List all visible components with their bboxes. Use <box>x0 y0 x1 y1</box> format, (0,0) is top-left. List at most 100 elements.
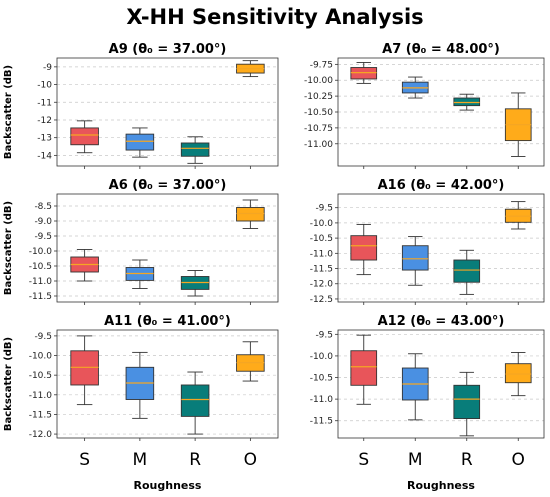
y-tick-label: -11.5 <box>310 265 333 275</box>
box-body <box>453 259 481 283</box>
panel-a6: A6 (θ₀ = 37.00°) -11.5 -11.0 -10.5 -10.0 -9.5… <box>3 178 279 305</box>
plot-frame <box>337 193 545 303</box>
y-tick-label: -10.5 <box>29 371 52 381</box>
panel-a16: A16 (θ₀ = 42.00°) -12.5 -12.0 -11.5 -11.0 -10… <box>310 178 545 305</box>
box-body <box>350 235 378 261</box>
y-tick-label: -9.5 <box>315 204 333 214</box>
chart-panels: A9 (θ₀ = 37.00°) -14 -13 -12 -11 -10 -9 Backsca… <box>3 42 545 492</box>
y-tick-label: -11.0 <box>310 249 334 259</box>
box-body <box>125 133 155 151</box>
y-tick-label: -11 <box>37 98 52 108</box>
box-body <box>350 67 378 80</box>
box-o <box>236 341 265 382</box>
box-s <box>350 61 378 84</box>
category-label: M <box>133 450 148 470</box>
category-label: O <box>244 450 257 470</box>
panel-title: A6 (θ₀ = 37.00°) <box>109 178 227 193</box>
y-axis-label: Backscatter (dB) <box>3 337 14 431</box>
plot-frame <box>337 329 545 439</box>
y-tick-label: -8.5 <box>34 202 52 212</box>
box-o <box>236 199 265 229</box>
y-tick-label: -10.5 <box>310 374 333 384</box>
y-tick-label: -11.5 <box>310 417 333 427</box>
y-tick-label: -13 <box>37 134 52 144</box>
box-body <box>180 142 210 157</box>
y-tick-label: -10.0 <box>310 219 334 229</box>
box-body <box>180 384 210 417</box>
y-tick-label: -11.0 <box>29 391 53 401</box>
panel-title: A11 (θ₀ = 41.00°) <box>104 314 231 329</box>
panel-title: A7 (θ₀ = 48.00°) <box>382 42 500 57</box>
chart-title: X-HH Sensitivity Analysis <box>126 5 423 29</box>
y-tick-label: -12.0 <box>310 280 334 290</box>
y-tick-label: -10.50 <box>304 108 333 118</box>
y-tick-label: -11.5 <box>29 292 52 302</box>
box-body <box>453 384 481 420</box>
box-o <box>504 92 532 157</box>
box-o <box>504 201 532 230</box>
box-m <box>401 353 429 421</box>
box-o <box>504 352 532 397</box>
y-tick-label: -11.00 <box>304 140 333 150</box>
box-s <box>350 334 378 405</box>
y-tick-label: -10.0 <box>29 247 53 257</box>
x-axis-label: Roughness <box>407 479 475 492</box>
box-m <box>401 76 429 99</box>
panel-a9: A9 (θ₀ = 37.00°) -14 -13 -12 -11 -10 -9 Backsca… <box>3 42 279 169</box>
y-tick-label: -9.75 <box>310 60 333 70</box>
box-r <box>453 249 481 295</box>
category-label: S <box>358 450 369 470</box>
panel-a7: A7 (θ₀ = 48.00°) -11.00 -10.75 -10.50 -10.25… <box>304 42 545 169</box>
y-tick-label: -10.5 <box>29 262 52 272</box>
y-tick-label: -10.0 <box>29 352 53 362</box>
y-tick-label: -10.0 <box>310 352 334 362</box>
box-r <box>453 371 481 437</box>
box-body <box>504 363 532 384</box>
category-label: O <box>512 450 525 470</box>
y-tick-label: -10.5 <box>310 234 333 244</box>
y-tick-label: -9.5 <box>34 332 52 342</box>
category-label: R <box>189 450 201 470</box>
y-tick-label: -10 <box>37 81 52 91</box>
plot-frame <box>56 329 279 439</box>
y-tick-label: -10.75 <box>304 124 333 134</box>
panel-title: A12 (θ₀ = 43.00°) <box>378 314 505 329</box>
panel-a12: A12 (θ₀ = 43.00°) -11.5 -11.0 -10.5 -10.0 -9.… <box>310 314 545 492</box>
box-r <box>180 371 210 435</box>
box-o <box>236 60 265 78</box>
box-m <box>401 236 429 286</box>
y-tick-label: -12.0 <box>29 430 53 440</box>
y-tick-label: -11.0 <box>29 277 53 287</box>
y-axis-label: Backscatter (dB) <box>3 65 14 159</box>
y-tick-label: -14 <box>37 151 52 161</box>
plot-frame <box>337 57 545 167</box>
box-r <box>453 93 481 111</box>
box-body <box>453 97 481 107</box>
y-axis-label: Backscatter (dB) <box>3 201 14 295</box>
box-s <box>70 249 99 282</box>
y-tick-label: -11.0 <box>310 395 334 405</box>
box-m <box>125 127 155 158</box>
panel-a11: A11 (θ₀ = 41.00°) -12.0 -11.5 -11.0 -10.5 -10… <box>3 314 279 492</box>
x-axis-label: Roughness <box>134 479 202 492</box>
y-tick-label: -9 <box>43 63 52 73</box>
box-r <box>180 270 210 297</box>
box-body <box>401 245 429 271</box>
y-tick-label: -9.5 <box>315 330 333 340</box>
box-m <box>125 351 155 419</box>
y-tick-label: -9.0 <box>34 217 52 227</box>
plot-frame <box>56 57 279 167</box>
box-s <box>70 120 99 154</box>
category-label: S <box>79 450 90 470</box>
plot-frame <box>56 193 279 303</box>
box-r <box>180 136 210 164</box>
y-tick-label: -12 <box>37 116 52 126</box>
y-tick-label: -10.25 <box>304 92 333 102</box>
y-tick-label: -9.5 <box>34 232 52 242</box>
category-label: M <box>408 450 423 470</box>
y-tick-label: -10.00 <box>304 76 333 86</box>
box-s <box>350 223 378 276</box>
y-tick-label: -11.5 <box>29 410 52 420</box>
box-body <box>350 350 378 386</box>
y-tick-label: -12.5 <box>310 295 333 305</box>
